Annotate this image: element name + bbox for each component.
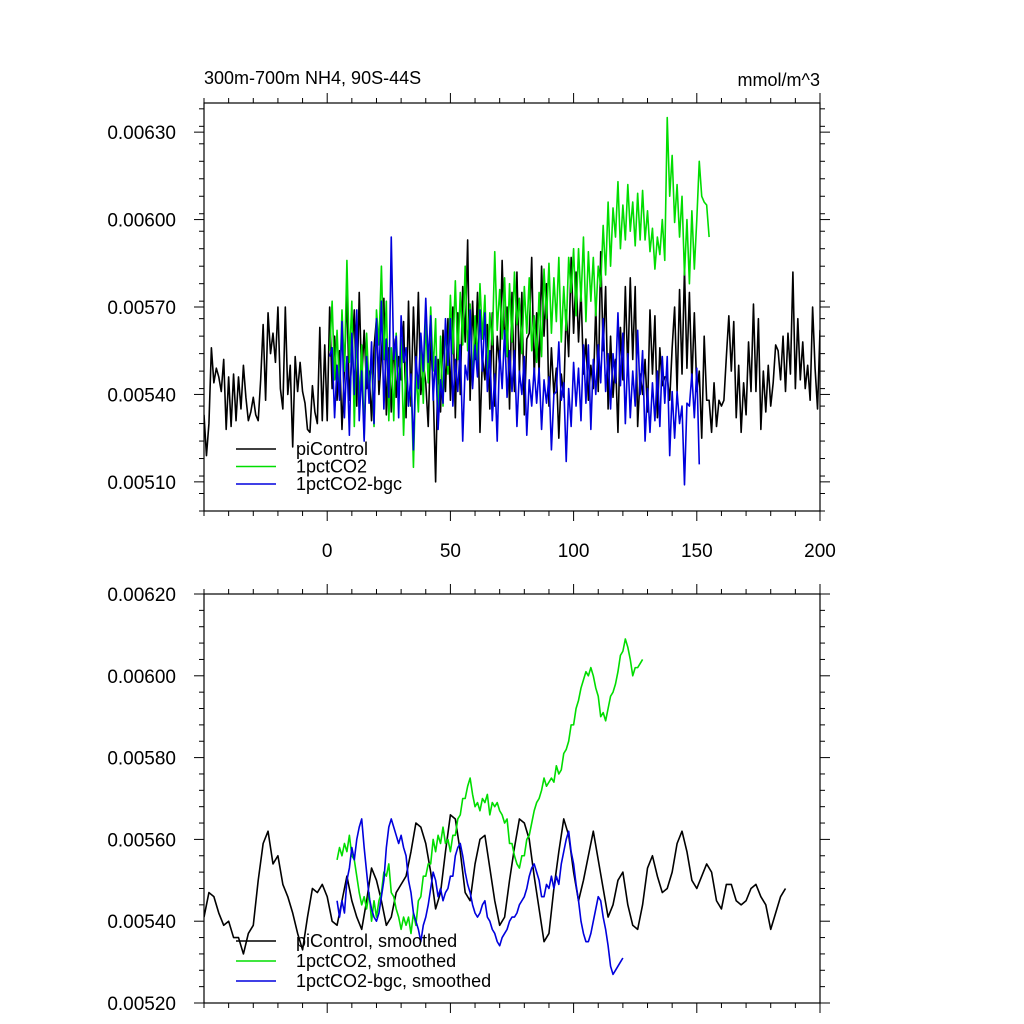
legend-label: piControl, smoothed [296,931,457,951]
legend-label: 1pctCO2-bgc, smoothed [296,971,491,991]
series-line-2 [336,638,644,935]
y-tick-label: 0.00540 [107,912,176,933]
x-tick-label: 100 [558,541,590,562]
x-tick-label: 0 [322,541,333,562]
axis-ticks [194,584,830,1013]
bottom-panel: 0.00520 0.00540 0.00560 0.00580 0.00600 0.006… [107,584,830,1015]
top-panel: 0.00510 0.00540 0.00570 0.00600 0.00630 0 50 10… [107,93,836,562]
x-tick-label: 150 [681,541,713,562]
x-tick-label: 50 [440,541,461,562]
chart-units: mmol/m^3 [738,70,820,90]
y-tick-label: 0.00560 [107,830,176,851]
series-lines [204,638,787,976]
series-line-2 [328,116,710,469]
y-tick-label: 0.00580 [107,749,176,770]
legend-label: 1pctCO2, smoothed [296,951,456,971]
plot-frame [203,593,821,1004]
x-tick-label: 200 [804,541,836,562]
series-line-1 [204,239,820,483]
legend-label: piControl [296,439,368,459]
series-lines [204,116,820,486]
legend-label: 1pctCO2-bgc [296,474,402,494]
y-tick-label: 0.00620 [107,585,176,606]
y-tick-label: 0.00510 [107,473,176,494]
legend-label: 1pctCO2 [296,457,367,477]
chart-title: 300m-700m NH4, 90S-44S [204,68,421,88]
series-line-3 [328,236,701,486]
y-tick-label: 0.00600 [107,211,176,232]
y-tick-label: 0.00540 [107,385,176,406]
y-tick-label: 0.00570 [107,298,176,319]
series-line-1 [204,814,787,955]
axis-ticks [194,93,830,521]
series-line-3 [336,818,624,976]
y-tick-label: 0.00520 [107,994,176,1015]
y-tick-label: 0.00630 [107,123,176,144]
y-tick-label: 0.00600 [107,667,176,688]
